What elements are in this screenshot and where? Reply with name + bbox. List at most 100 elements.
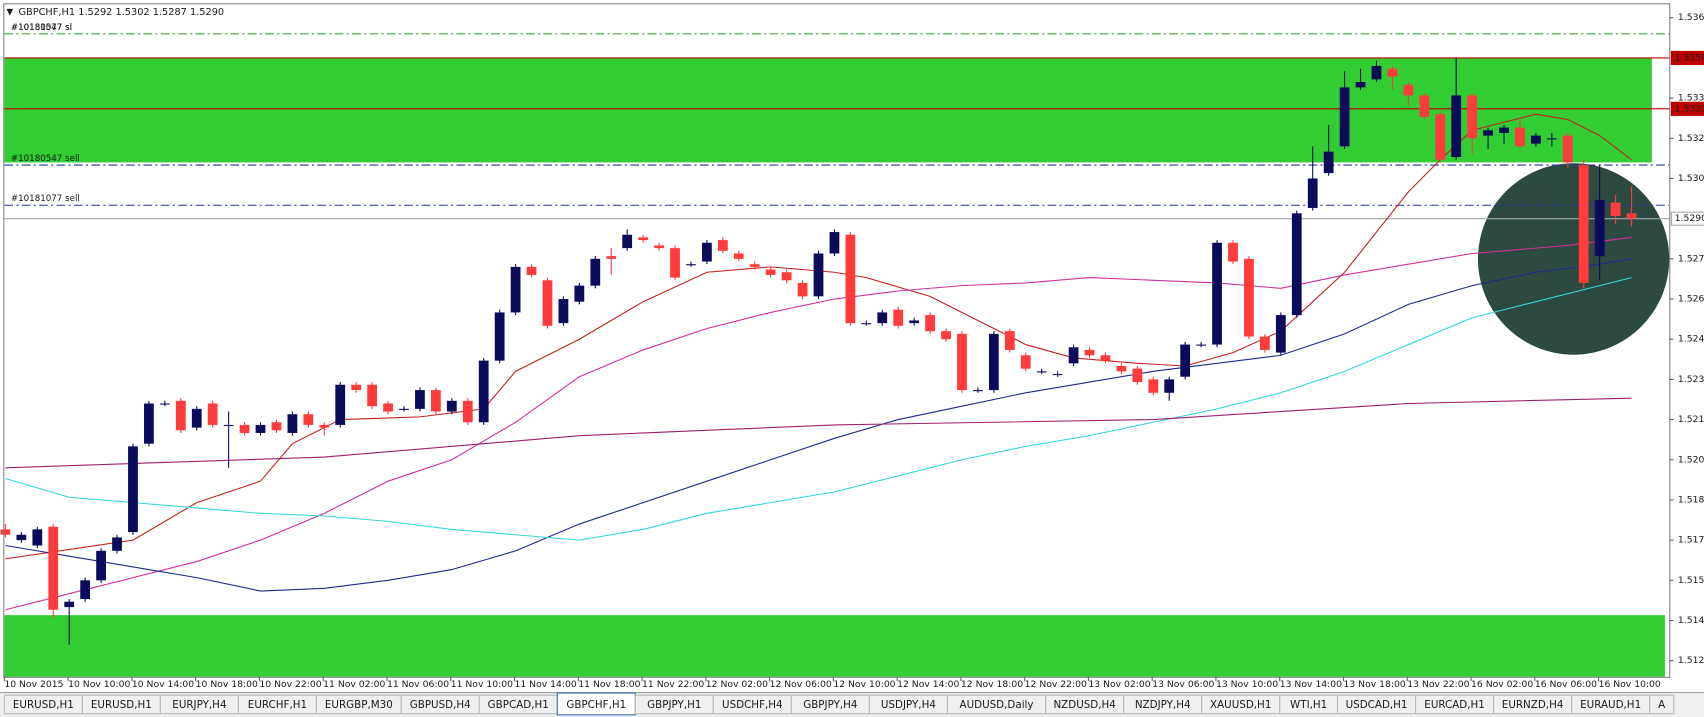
tab[interactable]: XAUUSD,H1: [1201, 694, 1281, 715]
x-tick-label: 13 Nov 22:00: [1407, 679, 1469, 690]
candle-body: [351, 384, 362, 391]
candle-body: [223, 424, 234, 427]
tab-label[interactable]: A: [1658, 699, 1665, 711]
price-box: [1670, 101, 1704, 116]
price-axis: 1.5125 1.5140 1.5155 1.5170 1.5185 1.5200 1.52…: [1669, 12, 1704, 666]
tab-label[interactable]: AUDUSD,Daily: [960, 699, 1034, 711]
y-tick-label: 1.5170: [1678, 535, 1704, 546]
candle-body: [287, 414, 298, 433]
candle-body: [128, 446, 138, 533]
x-tick-label: 16 Nov 02:00: [1471, 679, 1533, 690]
tab-label[interactable]: EURUSD,H1: [91, 699, 152, 711]
candle-body: [207, 403, 218, 425]
y-tick-label: 1.5365: [1678, 12, 1704, 23]
tab-label[interactable]: WTI,H1: [1290, 699, 1327, 711]
order-label: #10180547 sl: [11, 23, 72, 33]
x-tick-label: 16 Nov 10:00: [1599, 679, 1661, 690]
collapse-arrow[interactable]: ▼: [7, 7, 14, 17]
tab-label[interactable]: NZDUSD,H4: [1053, 699, 1115, 711]
tab-label[interactable]: GBPJPY,H1: [647, 699, 701, 711]
tab[interactable]: USDCHF,H4: [712, 694, 792, 715]
candle-body: [1020, 355, 1031, 369]
candle-body: [1148, 379, 1159, 393]
x-tick-label: 11 Nov 22:00: [642, 679, 704, 690]
y-tick-label: 1.5185: [1678, 494, 1704, 505]
tab[interactable]: NZDUSD,H4: [1045, 694, 1125, 715]
candle-body: [1339, 87, 1350, 147]
x-tick-label: 13 Nov 10:00: [1216, 679, 1278, 690]
tab[interactable]: USDCAD,H1: [1337, 694, 1417, 715]
tab[interactable]: AUDUSD,Daily: [946, 694, 1047, 715]
candle-body: [845, 234, 856, 324]
moving-average: [5, 397, 1632, 469]
y-tick-label: 1.5200: [1678, 454, 1704, 465]
tab-label[interactable]: EURJPY,H4: [172, 699, 226, 711]
candle-body: [1578, 165, 1589, 283]
tab[interactable]: EURCAD,H1: [1415, 694, 1495, 715]
tab-label[interactable]: GBPJPY,H4: [803, 699, 857, 711]
candle-body: [191, 408, 202, 428]
tab[interactable]: EURUSD,H1: [3, 694, 83, 715]
tab[interactable]: EURUSD,H1: [81, 694, 161, 715]
candle-body: [1323, 151, 1334, 174]
price-box-label: 1.5331: [1675, 103, 1704, 114]
tab[interactable]: GBPJPY,H4: [790, 694, 870, 715]
candle-body: [1435, 114, 1446, 160]
tab-background[interactable]: [1649, 694, 1675, 715]
tab-label[interactable]: USDCHF,H4: [722, 699, 783, 711]
tab-label[interactable]: EURCHF,H1: [248, 699, 307, 711]
tab[interactable]: GBPJPY,H1: [634, 694, 714, 715]
tab[interactable]: GBPCHF,H1: [556, 692, 636, 716]
candle-body: [446, 400, 457, 412]
tab[interactable]: A: [1649, 694, 1675, 715]
tab-label[interactable]: EURGBP,M30: [325, 699, 393, 711]
tab-label[interactable]: EURNZD,H4: [1502, 699, 1564, 711]
tab-label[interactable]: GBPCAD,H1: [488, 699, 549, 711]
tab-label[interactable]: NZDJPY,H4: [1135, 699, 1191, 711]
chart-frame: [3, 3, 1671, 678]
candle-body: [159, 403, 170, 405]
candle-body: [781, 272, 792, 281]
tab-label[interactable]: USDCAD,H1: [1346, 699, 1408, 711]
candle-body: [1291, 213, 1302, 316]
y-tick-label: 1.5260: [1678, 294, 1704, 305]
y-tick-label: 1.5140: [1678, 615, 1704, 626]
candle-body: [1100, 355, 1111, 361]
tab-label[interactable]: EURUSD,H1: [13, 699, 74, 711]
tab[interactable]: GBPCAD,H1: [478, 694, 558, 715]
candle-body: [1116, 365, 1127, 372]
tab[interactable]: USDJPY,H4: [868, 694, 948, 715]
tab[interactable]: WTI,H1: [1279, 694, 1339, 715]
tab[interactable]: EURNZD,H4: [1493, 694, 1573, 715]
tab[interactable]: EURAUD,H1: [1571, 694, 1651, 715]
tab-label[interactable]: EURCAD,H1: [1424, 699, 1485, 711]
price-box-label: 1.5350: [1675, 52, 1704, 63]
candle-body: [144, 403, 154, 444]
candle-body: [574, 285, 585, 302]
tab[interactable]: EURCHF,H1: [237, 694, 318, 715]
tab-label[interactable]: GBPUSD,H4: [410, 699, 471, 711]
y-tick-label: 1.5215: [1678, 414, 1704, 425]
candle-body: [303, 414, 314, 425]
tab-label[interactable]: USDJPY,H4: [881, 699, 936, 711]
price-box-label: 1.5290: [1675, 213, 1704, 224]
candle-body: [654, 245, 664, 249]
tab[interactable]: EURGBP,M30: [315, 694, 402, 715]
tab[interactable]: NZDJPY,H4: [1123, 694, 1203, 715]
candle-body: [1610, 202, 1621, 216]
candle-body: [1419, 95, 1430, 117]
candle-body: [542, 280, 553, 326]
tab[interactable]: EURJPY,H4: [159, 694, 239, 715]
candle-body: [367, 384, 377, 407]
tab-label[interactable]: EURAUD,H1: [1580, 699, 1641, 711]
candle-body: [749, 264, 760, 267]
x-tick-label: 11 Nov 18:00: [578, 679, 640, 690]
candle-body: [48, 526, 59, 610]
candle-body: [0, 529, 11, 535]
tab[interactable]: GBPUSD,H4: [400, 694, 480, 715]
tab-label[interactable]: GBPCHF,H1: [566, 699, 626, 711]
tab-label[interactable]: XAUUSD,H1: [1210, 699, 1271, 711]
candle-body: [1228, 242, 1238, 262]
levels: #10180547 sl#10181077 sl #10180547 sell #1…: [4, 23, 1670, 220]
candle-body: [925, 315, 935, 332]
